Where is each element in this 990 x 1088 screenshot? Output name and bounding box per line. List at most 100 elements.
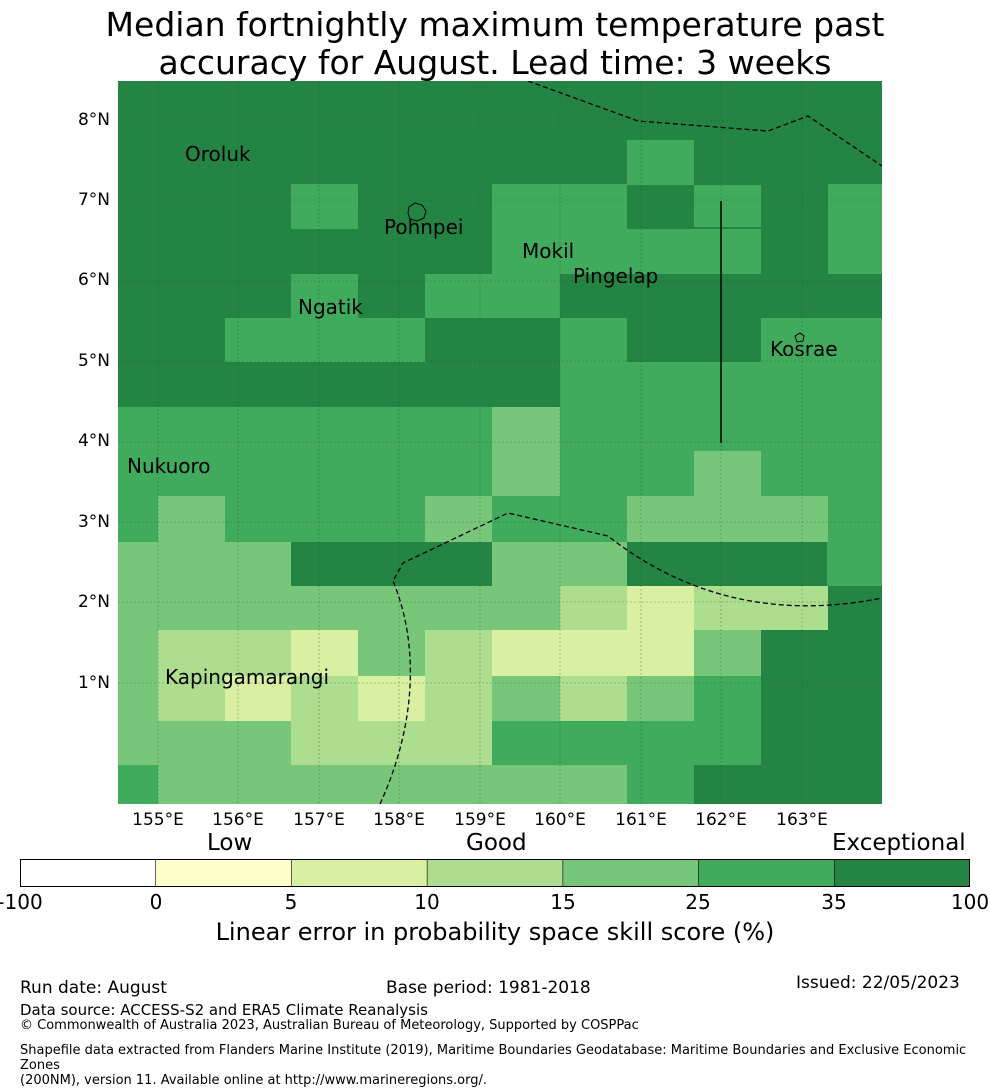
shapefile-credit-line-2: (200NM), version 11. Available online at… — [20, 1073, 488, 1088]
map-cell — [828, 184, 882, 229]
label-pohnpei: Pohnpei — [384, 215, 464, 239]
label-nukuoro: Nukuoro — [127, 454, 211, 478]
legend-tick-15: 15 — [550, 890, 576, 914]
issued-date: Issued: 22/05/2023 — [796, 973, 960, 993]
lon-tick-157: 157°E — [293, 810, 345, 830]
map-cell — [291, 721, 492, 765]
pohnpei-island-shape — [407, 202, 427, 222]
map-cell — [118, 407, 560, 451]
map-cell — [627, 765, 694, 804]
lat-tick-3: 3°N — [77, 512, 110, 532]
map-cell — [694, 451, 761, 496]
title-line-1: Median fortnightly maximum temperature p… — [105, 5, 885, 44]
label-kapingamarangi: Kapingamarangi — [165, 665, 330, 689]
map-cell — [827, 542, 882, 586]
lon-tick-161: 161°E — [615, 810, 667, 830]
map-cell — [118, 586, 560, 630]
base-period: Base period: 1981-2018 — [386, 978, 591, 998]
map-cell — [627, 140, 694, 185]
label-oroluk: Oroluk — [185, 142, 251, 166]
label-mokil: Mokil — [522, 239, 575, 263]
run-date: Run date: August — [20, 978, 167, 998]
copyright: © Commonwealth of Australia 2023, Austra… — [20, 1018, 639, 1033]
map-cell — [560, 274, 627, 318]
map-cell — [425, 274, 492, 318]
legend-category-low: Low — [207, 830, 253, 856]
skill-score-map — [118, 81, 882, 804]
map-cell — [560, 721, 694, 765]
legend-bin — [562, 859, 700, 887]
map-cell — [761, 586, 828, 630]
map-cell — [358, 630, 425, 676]
map-cell — [118, 721, 158, 765]
map-cell — [828, 229, 882, 274]
label-ngatik: Ngatik — [298, 295, 363, 319]
shapefile-credit: Shapefile data extracted from Flanders M… — [20, 1043, 980, 1088]
legend-tick-minus-100: -100 — [0, 890, 43, 914]
map-cell — [492, 229, 560, 274]
legend-title: Linear error in probability space skill … — [215, 918, 775, 946]
map-cell — [694, 765, 761, 804]
data-source: Data source: ACCESS-S2 and ERA5 Climate … — [20, 1001, 428, 1019]
map-cell — [158, 676, 225, 721]
map-cell — [492, 676, 560, 721]
map-cell — [225, 676, 291, 721]
legend-tick-35: 35 — [821, 890, 847, 914]
lat-tick-2: 2°N — [77, 592, 110, 612]
map-cell — [425, 496, 492, 542]
lat-tick-7: 7°N — [77, 190, 110, 210]
lon-tick-162: 162°E — [695, 810, 747, 830]
lon-tick-163: 163°E — [776, 810, 828, 830]
map-cell — [492, 630, 694, 676]
title-line-2: accuracy for August. Lead time: 3 weeks — [158, 43, 832, 82]
map-cell — [225, 318, 425, 362]
lat-tick-4: 4°N — [77, 431, 110, 451]
map-cell — [694, 676, 761, 721]
map-cell — [492, 274, 560, 318]
map-cell — [560, 542, 627, 586]
lat-tick-8: 8°N — [77, 110, 110, 130]
map-cell — [291, 274, 358, 318]
lon-tick-158: 158°E — [373, 810, 425, 830]
map-cell — [291, 630, 358, 676]
shapefile-credit-line-1: Shapefile data extracted from Flanders M… — [20, 1043, 967, 1073]
legend-tick-25: 25 — [685, 890, 711, 914]
legend-bin — [698, 859, 836, 887]
legend-tick-5: 5 — [284, 890, 298, 914]
map-cell — [158, 630, 291, 676]
eez-boundary-south — [379, 512, 882, 804]
map-cell — [158, 496, 225, 542]
map-cell — [118, 542, 291, 586]
label-pingelap: Pingelap — [573, 264, 659, 288]
legend-tick-10: 10 — [414, 890, 440, 914]
map-cell — [560, 586, 627, 630]
legend-category-exceptional: Exceptional — [832, 830, 966, 856]
map-cell — [158, 721, 291, 765]
label-kosrae: Kosrae — [770, 337, 838, 361]
lat-tick-5: 5°N — [77, 351, 110, 371]
map-cell — [291, 184, 358, 229]
island-shapes — [407, 202, 805, 343]
kosrae-island-shape — [794, 332, 805, 343]
map-cell — [492, 721, 560, 765]
legend-colorbar — [20, 859, 970, 887]
map-cell — [118, 765, 158, 804]
eez-boundaries — [379, 81, 882, 804]
map-cell — [492, 407, 560, 496]
map-cell — [358, 676, 425, 721]
map-cell — [694, 229, 761, 274]
map-cell — [761, 185, 828, 227]
map-cell — [627, 676, 694, 721]
lon-tick-156: 156°E — [212, 810, 264, 830]
map-cell — [627, 586, 694, 630]
map-cell — [761, 318, 882, 362]
chart-title: Median fortnightly maximum temperature p… — [0, 6, 990, 82]
map-cell — [560, 676, 627, 721]
legend-bin — [426, 859, 564, 887]
legend-bin — [20, 859, 157, 887]
map-cell — [761, 676, 882, 804]
map-cell — [425, 630, 492, 676]
legend-bin — [155, 859, 293, 887]
lon-tick-155: 155°E — [132, 810, 184, 830]
map-cell — [118, 630, 158, 721]
